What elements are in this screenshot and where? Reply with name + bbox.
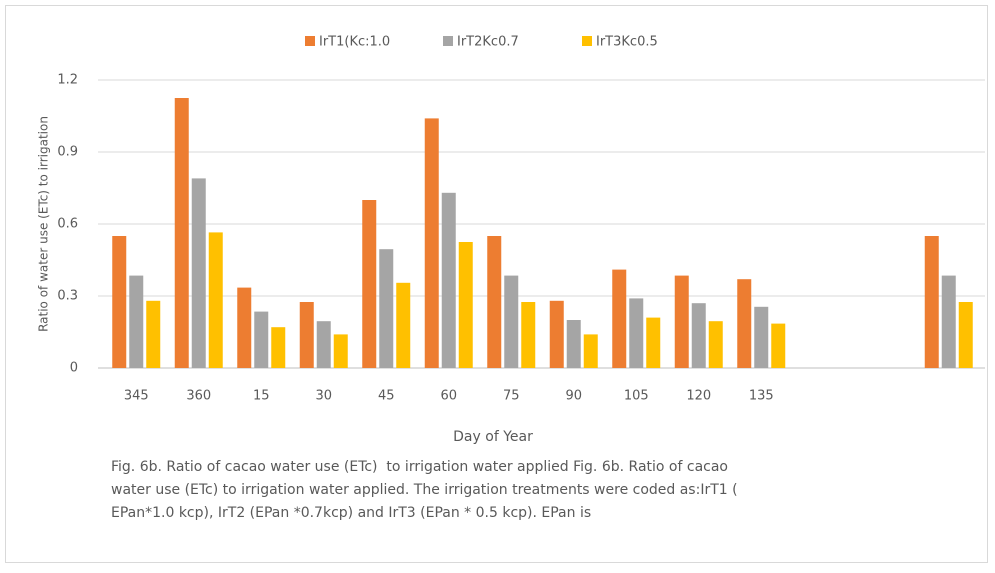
bar: [299, 302, 314, 368]
bar: [612, 269, 627, 368]
bar: [566, 320, 581, 368]
bar: [958, 302, 973, 368]
bar: [191, 178, 206, 368]
y-tick-label: 1.2: [57, 73, 78, 88]
bar: [754, 306, 769, 368]
y-tick-label: 0.9: [57, 145, 78, 160]
x-axis-label: Day of Year: [453, 429, 533, 445]
bar: [691, 303, 706, 368]
bar: [424, 118, 439, 369]
bar: [771, 323, 786, 368]
bar: [549, 300, 564, 368]
bar: [924, 236, 939, 368]
bar: [674, 275, 689, 368]
bar: [379, 249, 394, 368]
bar: [333, 334, 348, 368]
bar: [129, 275, 144, 368]
x-tick-label: 15: [253, 389, 270, 404]
x-tick-label: 60: [440, 389, 457, 404]
x-tick-label: 90: [565, 389, 582, 404]
legend-label: IrT3Kc0.5: [596, 35, 658, 50]
x-tick-label: 45: [378, 389, 395, 404]
bar: [316, 321, 331, 368]
x-tick-label: 105: [624, 389, 649, 404]
bar: [708, 321, 723, 368]
bar: [441, 192, 456, 368]
caption-line: EPan*1.0 kcp), IrT2 (EPan *0.7kcp) and I…: [111, 505, 591, 521]
bar: [396, 282, 411, 368]
x-tick-label: 345: [124, 389, 149, 404]
bar: [112, 236, 127, 368]
bar: [487, 236, 502, 368]
bar: [458, 242, 473, 368]
x-tick-label: 360: [186, 389, 211, 404]
legend-label: IrT2Kc0.7: [457, 35, 519, 50]
x-tick-label: 30: [315, 389, 332, 404]
x-tick-label: 75: [503, 389, 520, 404]
legend-swatch: [582, 36, 592, 46]
bar: [254, 311, 269, 368]
bar: [174, 98, 189, 368]
bar: [629, 298, 644, 368]
legend-label: IrT1(Kc:1.0: [319, 35, 390, 50]
bar: [146, 300, 161, 368]
bar: [208, 232, 223, 368]
caption-line: water use (ETc) to irrigation water appl…: [111, 482, 738, 498]
bar: [271, 327, 286, 368]
bar: [362, 200, 377, 368]
bar: [504, 275, 519, 368]
bar: [941, 275, 956, 368]
y-tick-label: 0: [70, 361, 78, 376]
legend-swatch: [443, 36, 453, 46]
bar: [646, 317, 661, 368]
bar: [737, 279, 752, 368]
bar: [237, 287, 252, 368]
y-axis-label: Ratio of water use (ETc) to irrigation: [37, 116, 51, 332]
bar: [583, 334, 598, 368]
x-tick-label: 135: [749, 389, 774, 404]
y-tick-label: 0.3: [57, 289, 78, 304]
caption-line: Fig. 6b. Ratio of cacao water use (ETc) …: [111, 459, 728, 475]
x-tick-label: 120: [686, 389, 711, 404]
legend-swatch: [305, 36, 315, 46]
y-tick-label: 0.6: [57, 217, 78, 232]
bar: [521, 302, 536, 368]
